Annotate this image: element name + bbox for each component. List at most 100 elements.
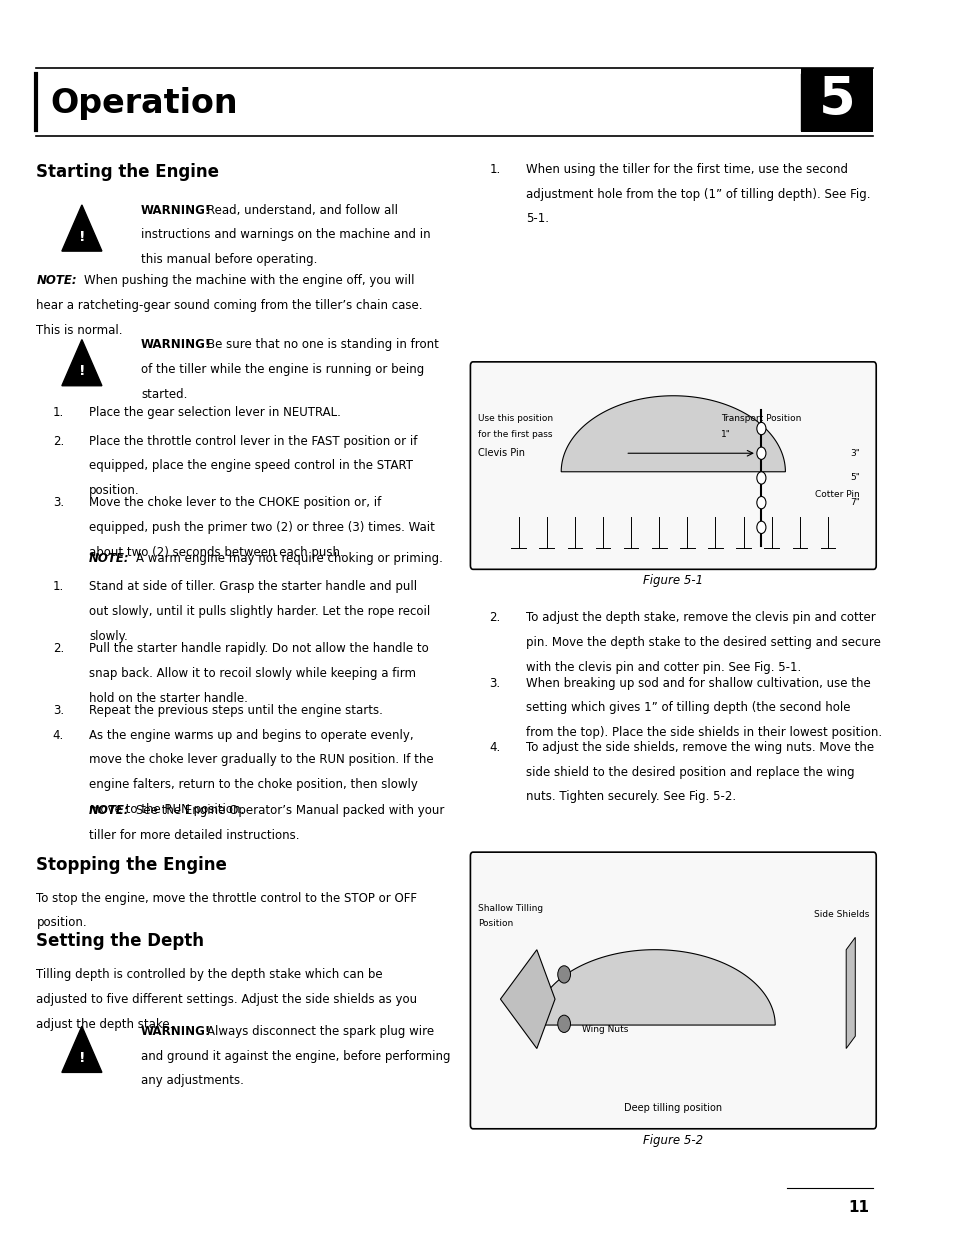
Text: side shield to the desired position and replace the wing: side shield to the desired position and … <box>525 766 854 779</box>
Text: equipped, push the primer two (2) or three (3) times. Wait: equipped, push the primer two (2) or thr… <box>89 521 435 535</box>
Text: Place the throttle control lever in the FAST position or if: Place the throttle control lever in the … <box>89 435 417 448</box>
Text: engine falters, return to the choke position, then slowly: engine falters, return to the choke posi… <box>89 778 417 792</box>
Text: Wing Nuts: Wing Nuts <box>581 1025 628 1035</box>
Text: snap back. Allow it to recoil slowly while keeping a firm: snap back. Allow it to recoil slowly whi… <box>89 667 416 680</box>
Text: position.: position. <box>36 916 87 930</box>
Text: To stop the engine, move the throttle control to the STOP or OFF: To stop the engine, move the throttle co… <box>36 892 417 905</box>
Text: Operation: Operation <box>50 88 237 120</box>
Text: Move the choke lever to the CHOKE position or, if: Move the choke lever to the CHOKE positi… <box>89 496 381 510</box>
Text: this manual before operating.: this manual before operating. <box>141 253 317 267</box>
Text: from the top). Place the side shields in their lowest position.: from the top). Place the side shields in… <box>525 726 882 740</box>
Text: NOTE:: NOTE: <box>89 804 130 818</box>
Text: When using the tiller for the first time, use the second: When using the tiller for the first time… <box>525 163 847 177</box>
Text: Cotter Pin: Cotter Pin <box>814 490 859 499</box>
Text: nuts. Tighten securely. See Fig. 5-2.: nuts. Tighten securely. See Fig. 5-2. <box>525 790 736 804</box>
Text: When breaking up sod and for shallow cultivation, use the: When breaking up sod and for shallow cul… <box>525 677 870 690</box>
Text: WARNING!: WARNING! <box>141 1025 211 1039</box>
Text: Stopping the Engine: Stopping the Engine <box>36 856 227 874</box>
Text: hold on the starter handle.: hold on the starter handle. <box>89 692 248 705</box>
Text: 1.: 1. <box>489 163 500 177</box>
Text: Figure 5-2: Figure 5-2 <box>642 1134 702 1147</box>
Text: Position: Position <box>477 919 513 927</box>
Text: out slowly, until it pulls slightly harder. Let the rope recoil: out slowly, until it pulls slightly hard… <box>89 605 430 619</box>
Text: Pull the starter handle rapidly. Do not allow the handle to: Pull the starter handle rapidly. Do not … <box>89 642 429 656</box>
Text: about two (2) seconds between each push.: about two (2) seconds between each push. <box>89 546 344 559</box>
Text: WARNING!: WARNING! <box>141 338 211 352</box>
Polygon shape <box>845 937 855 1049</box>
Text: NOTE:: NOTE: <box>89 552 130 566</box>
Text: Deep tilling position: Deep tilling position <box>623 1103 721 1113</box>
Text: To adjust the depth stake, remove the clevis pin and cotter: To adjust the depth stake, remove the cl… <box>525 611 875 625</box>
Text: To adjust the side shields, remove the wing nuts. Move the: To adjust the side shields, remove the w… <box>525 741 873 755</box>
Circle shape <box>558 966 570 983</box>
Text: adjust the depth stake.: adjust the depth stake. <box>36 1018 173 1031</box>
Text: Starting the Engine: Starting the Engine <box>36 163 219 182</box>
Circle shape <box>756 472 765 484</box>
Text: As the engine warms up and begins to operate evenly,: As the engine warms up and begins to ope… <box>89 729 414 742</box>
Text: any adjustments.: any adjustments. <box>141 1074 244 1088</box>
Text: Repeat the previous steps until the engine starts.: Repeat the previous steps until the engi… <box>89 704 383 718</box>
Text: of the tiller while the engine is running or being: of the tiller while the engine is runnin… <box>141 363 424 377</box>
Text: 1.: 1. <box>52 406 64 420</box>
Text: Place the gear selection lever in NEUTRAL.: Place the gear selection lever in NEUTRA… <box>89 406 340 420</box>
Text: A warm engine may not require choking or priming.: A warm engine may not require choking or… <box>136 552 443 566</box>
Text: Setting the Depth: Setting the Depth <box>36 932 204 951</box>
Text: !: ! <box>78 230 85 243</box>
Text: This is normal.: This is normal. <box>36 324 123 337</box>
Text: equipped, place the engine speed control in the START: equipped, place the engine speed control… <box>89 459 413 473</box>
FancyBboxPatch shape <box>470 362 875 569</box>
Text: and ground it against the engine, before performing: and ground it against the engine, before… <box>141 1050 450 1063</box>
Text: See the Engine Operator’s Manual packed with your: See the Engine Operator’s Manual packed … <box>136 804 444 818</box>
Text: 5: 5 <box>818 74 855 126</box>
Text: 5": 5" <box>849 473 859 483</box>
Text: Use this position: Use this position <box>477 414 552 422</box>
Text: !: ! <box>78 1051 85 1065</box>
Circle shape <box>756 496 765 509</box>
Text: 3": 3" <box>849 448 859 458</box>
Text: 1": 1" <box>720 430 730 438</box>
Text: slowly.: slowly. <box>89 630 128 643</box>
Text: Read, understand, and follow all: Read, understand, and follow all <box>207 204 398 217</box>
Text: Transport Position: Transport Position <box>720 414 801 422</box>
Text: instructions and warnings on the machine and in: instructions and warnings on the machine… <box>141 228 430 242</box>
Text: 3.: 3. <box>52 704 64 718</box>
Polygon shape <box>62 340 102 385</box>
Polygon shape <box>535 950 775 1025</box>
Text: Shallow Tilling: Shallow Tilling <box>477 904 542 913</box>
Text: 1.: 1. <box>52 580 64 594</box>
Text: Stand at side of tiller. Grasp the starter handle and pull: Stand at side of tiller. Grasp the start… <box>89 580 416 594</box>
Text: Always disconnect the spark plug wire: Always disconnect the spark plug wire <box>207 1025 435 1039</box>
Text: hear a ratcheting-gear sound coming from the tiller’s chain case.: hear a ratcheting-gear sound coming from… <box>36 299 422 312</box>
Text: started.: started. <box>141 388 187 401</box>
Text: 3.: 3. <box>489 677 500 690</box>
Text: 11: 11 <box>847 1200 868 1215</box>
Text: for the first pass: for the first pass <box>477 430 552 438</box>
Text: 2.: 2. <box>52 642 64 656</box>
Text: Be sure that no one is standing in front: Be sure that no one is standing in front <box>207 338 439 352</box>
Text: move the choke lever gradually to the RUN position. If the: move the choke lever gradually to the RU… <box>89 753 434 767</box>
Polygon shape <box>62 205 102 251</box>
Polygon shape <box>500 950 555 1049</box>
Text: move to the RUN position.: move to the RUN position. <box>89 803 244 816</box>
FancyBboxPatch shape <box>800 68 873 132</box>
Text: tiller for more detailed instructions.: tiller for more detailed instructions. <box>89 829 299 842</box>
Text: 2.: 2. <box>489 611 500 625</box>
Text: setting which gives 1” of tilling depth (the second hole: setting which gives 1” of tilling depth … <box>525 701 849 715</box>
Circle shape <box>558 1015 570 1032</box>
Circle shape <box>756 521 765 534</box>
Text: 4.: 4. <box>489 741 500 755</box>
Text: with the clevis pin and cotter pin. See Fig. 5-1.: with the clevis pin and cotter pin. See … <box>525 661 801 674</box>
Text: !: ! <box>78 364 85 378</box>
FancyBboxPatch shape <box>470 852 875 1129</box>
Polygon shape <box>62 1026 102 1072</box>
Text: 2.: 2. <box>52 435 64 448</box>
Text: WARNING!: WARNING! <box>141 204 211 217</box>
Text: Tilling depth is controlled by the depth stake which can be: Tilling depth is controlled by the depth… <box>36 968 382 982</box>
Circle shape <box>756 447 765 459</box>
Text: 3.: 3. <box>52 496 64 510</box>
Text: adjustment hole from the top (1” of tilling depth). See Fig.: adjustment hole from the top (1” of till… <box>525 188 869 201</box>
Text: position.: position. <box>89 484 140 498</box>
Text: When pushing the machine with the engine off, you will: When pushing the machine with the engine… <box>84 274 414 288</box>
Text: pin. Move the depth stake to the desired setting and secure: pin. Move the depth stake to the desired… <box>525 636 880 650</box>
Polygon shape <box>560 395 784 472</box>
